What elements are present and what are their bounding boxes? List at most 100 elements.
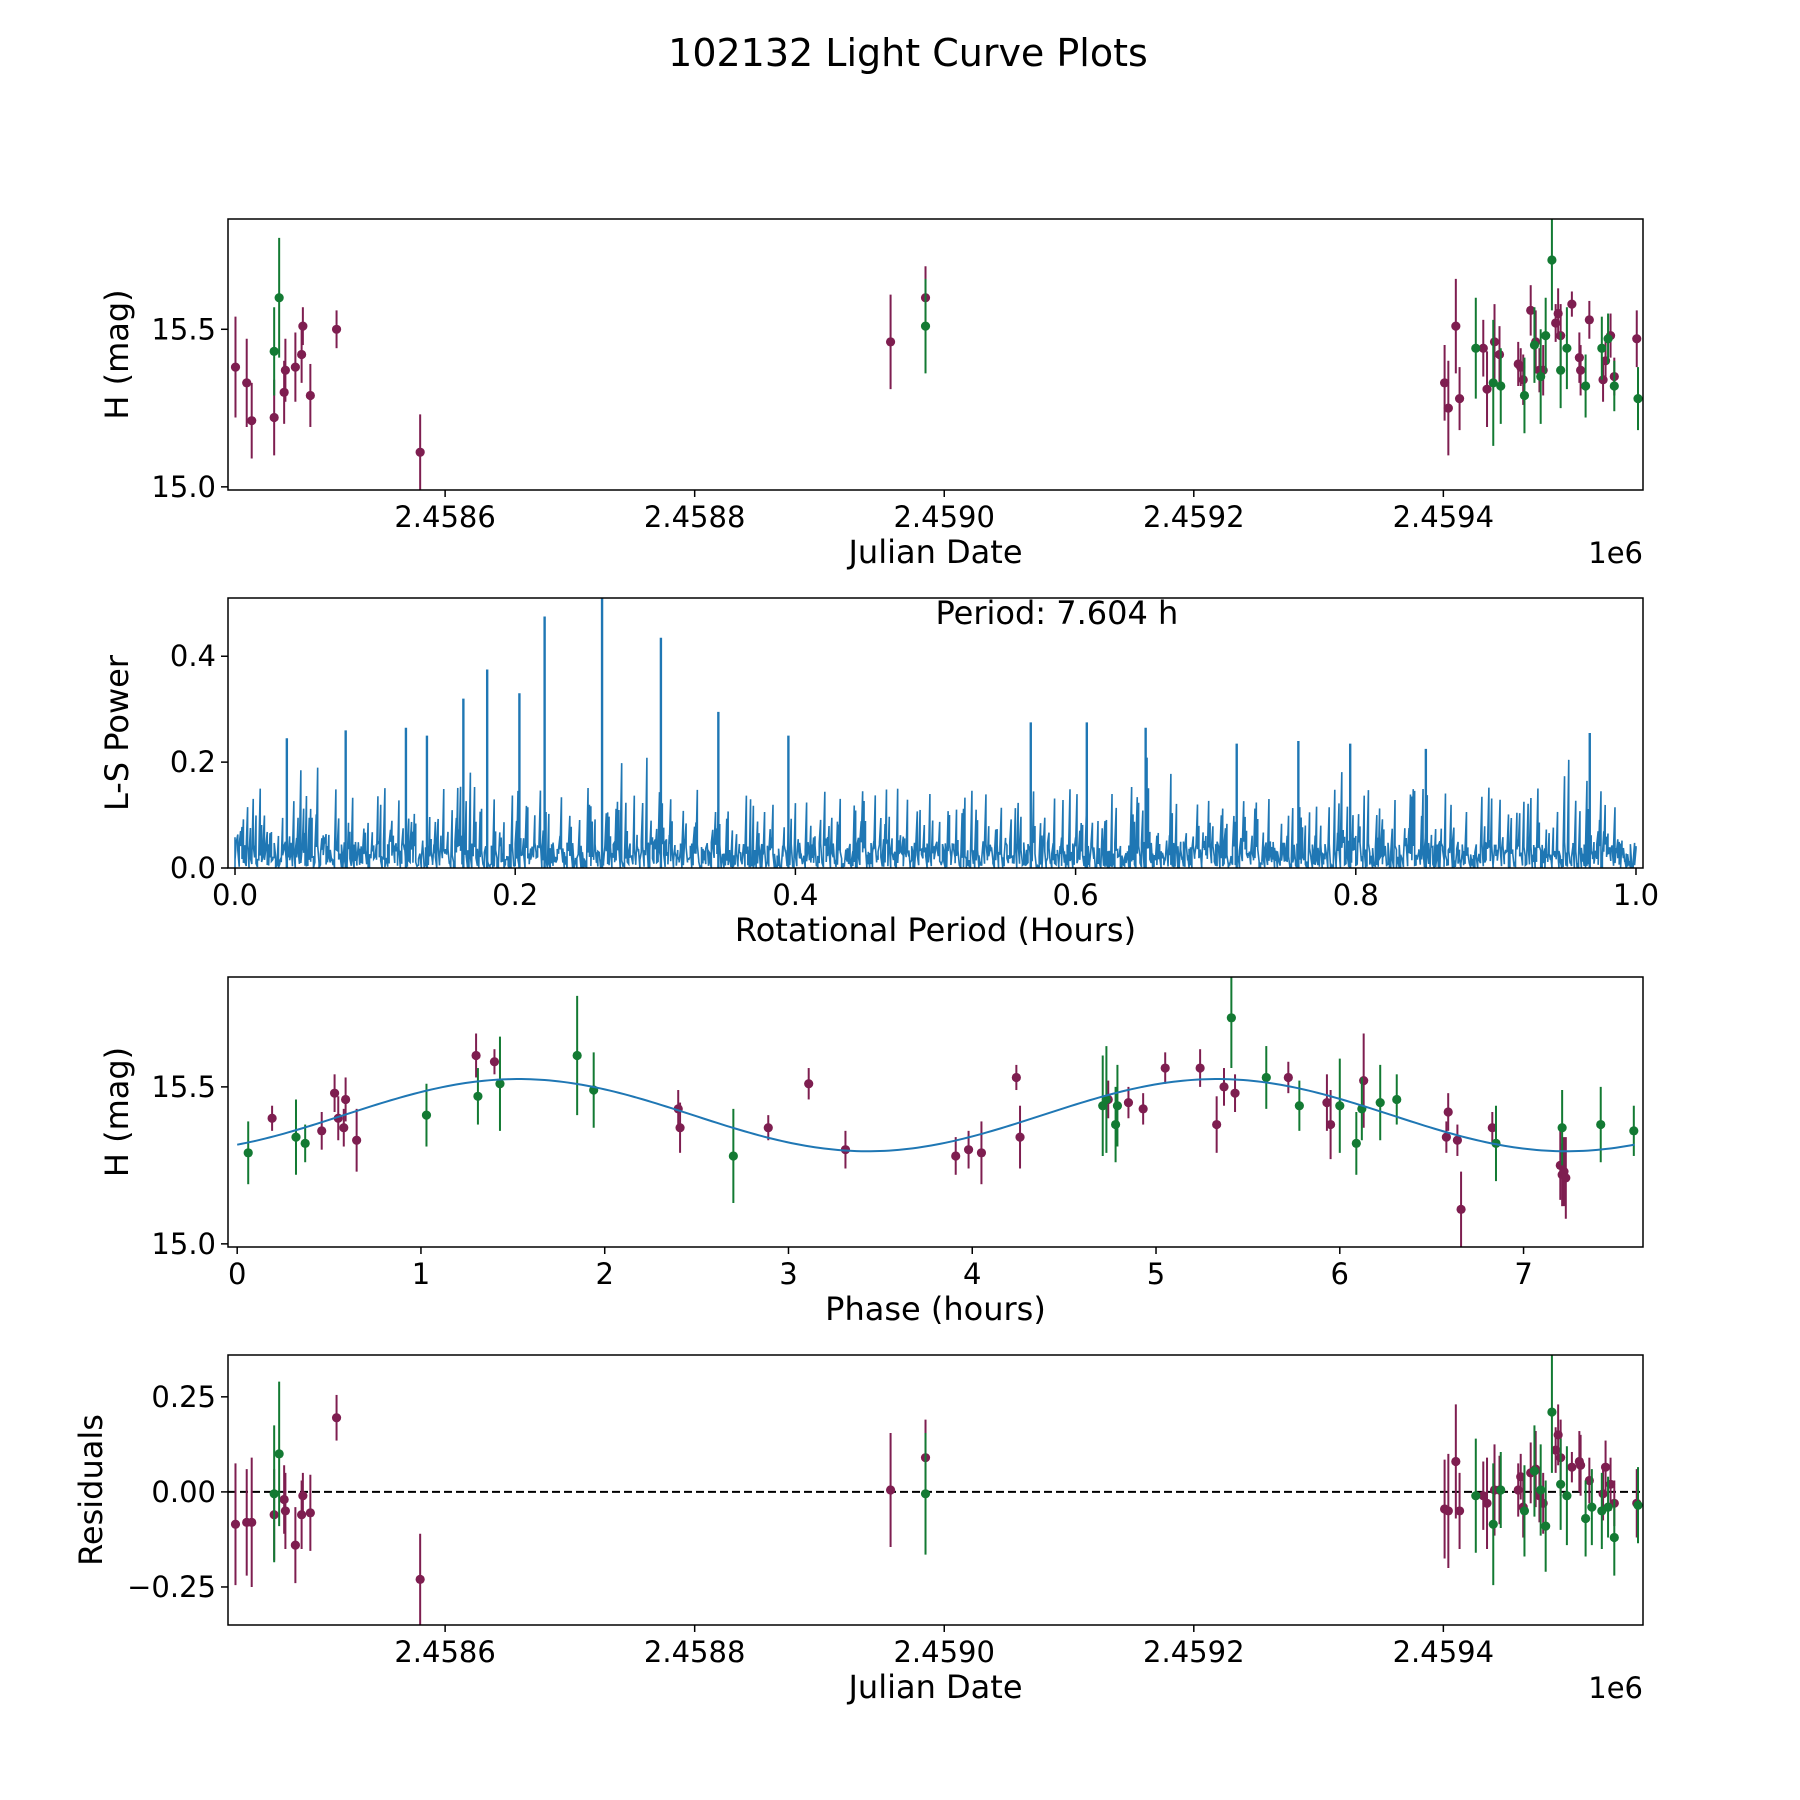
data-point bbox=[976, 1148, 987, 1158]
x-tick-label: 1 bbox=[412, 1257, 430, 1291]
data-point bbox=[341, 1094, 351, 1105]
data-point bbox=[1633, 394, 1643, 404]
data-point bbox=[1230, 1088, 1240, 1098]
data-point bbox=[1487, 1123, 1497, 1133]
data-point bbox=[297, 349, 307, 360]
data-point bbox=[471, 1050, 481, 1061]
data-point bbox=[1375, 1097, 1385, 1108]
y-tick-label: 0.0 bbox=[170, 851, 216, 885]
data-point bbox=[489, 1057, 500, 1067]
data-point bbox=[305, 1508, 315, 1518]
data-point bbox=[1219, 1082, 1229, 1092]
data-point bbox=[1335, 1101, 1345, 1111]
x-tick-label: 2.4592 bbox=[1143, 1635, 1244, 1669]
x-tick-label: 2.4588 bbox=[644, 500, 745, 534]
x-tick-label: 2.4594 bbox=[1393, 1635, 1494, 1669]
data-point bbox=[675, 1123, 685, 1133]
data-point bbox=[1584, 315, 1594, 325]
data-point bbox=[885, 337, 896, 347]
data-point bbox=[1112, 1101, 1123, 1111]
data-point bbox=[291, 1132, 301, 1142]
plot-area bbox=[237, 977, 1639, 1247]
axes-frame bbox=[227, 1354, 1644, 1626]
axes-frame bbox=[227, 218, 1644, 491]
x-tick-label: 4 bbox=[963, 1257, 981, 1291]
data-point bbox=[1478, 1491, 1488, 1501]
data-point bbox=[1294, 1101, 1304, 1111]
x-tick-label: 2.4588 bbox=[644, 1635, 745, 1669]
data-point bbox=[1441, 1132, 1451, 1142]
data-point bbox=[473, 1091, 483, 1101]
data-point bbox=[1443, 1107, 1453, 1117]
data-point bbox=[495, 1079, 505, 1089]
data-point bbox=[1519, 390, 1530, 401]
data-point bbox=[290, 362, 300, 372]
data-point bbox=[1451, 321, 1461, 331]
data-point bbox=[885, 1485, 896, 1495]
axes-frame bbox=[227, 976, 1644, 1248]
data-point bbox=[1547, 255, 1557, 265]
data-point bbox=[298, 321, 308, 331]
y-tick-label: 0.25 bbox=[151, 1380, 216, 1414]
data-point bbox=[269, 412, 279, 423]
data-point bbox=[1557, 1123, 1567, 1133]
x-tick-label: 0.4 bbox=[772, 878, 818, 912]
data-point bbox=[1454, 394, 1465, 404]
data-point bbox=[1541, 330, 1551, 341]
data-point bbox=[300, 1138, 310, 1148]
data-point bbox=[1443, 1506, 1453, 1516]
x-tick-label: 2 bbox=[595, 1257, 613, 1291]
data-point bbox=[1576, 365, 1586, 375]
x-tick-label: 2.4586 bbox=[394, 500, 495, 534]
data-point bbox=[1478, 343, 1488, 353]
data-point bbox=[415, 1574, 425, 1584]
data-point bbox=[1110, 1119, 1121, 1130]
data-point bbox=[267, 1113, 277, 1123]
data-point bbox=[1596, 1119, 1606, 1130]
data-point bbox=[269, 346, 279, 356]
data-point bbox=[1283, 1072, 1293, 1083]
data-point bbox=[763, 1123, 773, 1133]
data-point bbox=[1529, 1466, 1540, 1476]
data-point bbox=[280, 1506, 290, 1516]
data-point bbox=[1518, 375, 1528, 385]
data-point bbox=[951, 1151, 961, 1161]
x-tick-label: 2.4590 bbox=[893, 1635, 994, 1669]
data-point bbox=[963, 1145, 974, 1155]
data-point bbox=[1547, 1407, 1557, 1417]
data-point bbox=[1138, 1104, 1148, 1114]
data-point bbox=[1526, 305, 1536, 315]
data-point bbox=[1015, 1132, 1025, 1142]
x-tick-label: 0.2 bbox=[492, 878, 538, 912]
data-point bbox=[298, 1491, 308, 1501]
data-point bbox=[1351, 1138, 1361, 1148]
data-point bbox=[1488, 378, 1498, 388]
data-point bbox=[1567, 1462, 1577, 1472]
data-point bbox=[1325, 1119, 1336, 1130]
data-point bbox=[1451, 1456, 1461, 1467]
x-tick-label: 0 bbox=[228, 1257, 246, 1291]
data-point bbox=[1561, 1173, 1571, 1183]
x-tick-label: 0.0 bbox=[212, 878, 258, 912]
data-point bbox=[290, 1540, 300, 1550]
y-axis-label: H (mag) bbox=[98, 1047, 136, 1177]
data-point bbox=[1496, 1485, 1506, 1495]
y-tick-label: −0.25 bbox=[127, 1570, 216, 1604]
data-point bbox=[242, 378, 252, 388]
plot-area bbox=[230, 219, 1643, 490]
x-tick-label: 3 bbox=[779, 1257, 797, 1291]
data-point bbox=[339, 1123, 349, 1133]
data-point bbox=[1452, 1135, 1462, 1145]
y-tick-label: 15.5 bbox=[151, 1070, 216, 1104]
x-tick-label: 0.8 bbox=[1333, 878, 1379, 912]
phase-folded-panel: Phase (hours) H (mag) 0 1 2 3 4 5 6 7 15.0 15.5 bbox=[98, 976, 1644, 1328]
data-point bbox=[1609, 1532, 1619, 1543]
data-point bbox=[279, 1494, 289, 1505]
data-point bbox=[1456, 1204, 1466, 1214]
data-point bbox=[329, 1088, 340, 1098]
x-axis-label: Julian Date bbox=[846, 1668, 1022, 1706]
y-tick-label: 15.0 bbox=[151, 1227, 216, 1261]
plot-area bbox=[228, 1355, 1643, 1625]
data-point bbox=[1556, 365, 1566, 375]
